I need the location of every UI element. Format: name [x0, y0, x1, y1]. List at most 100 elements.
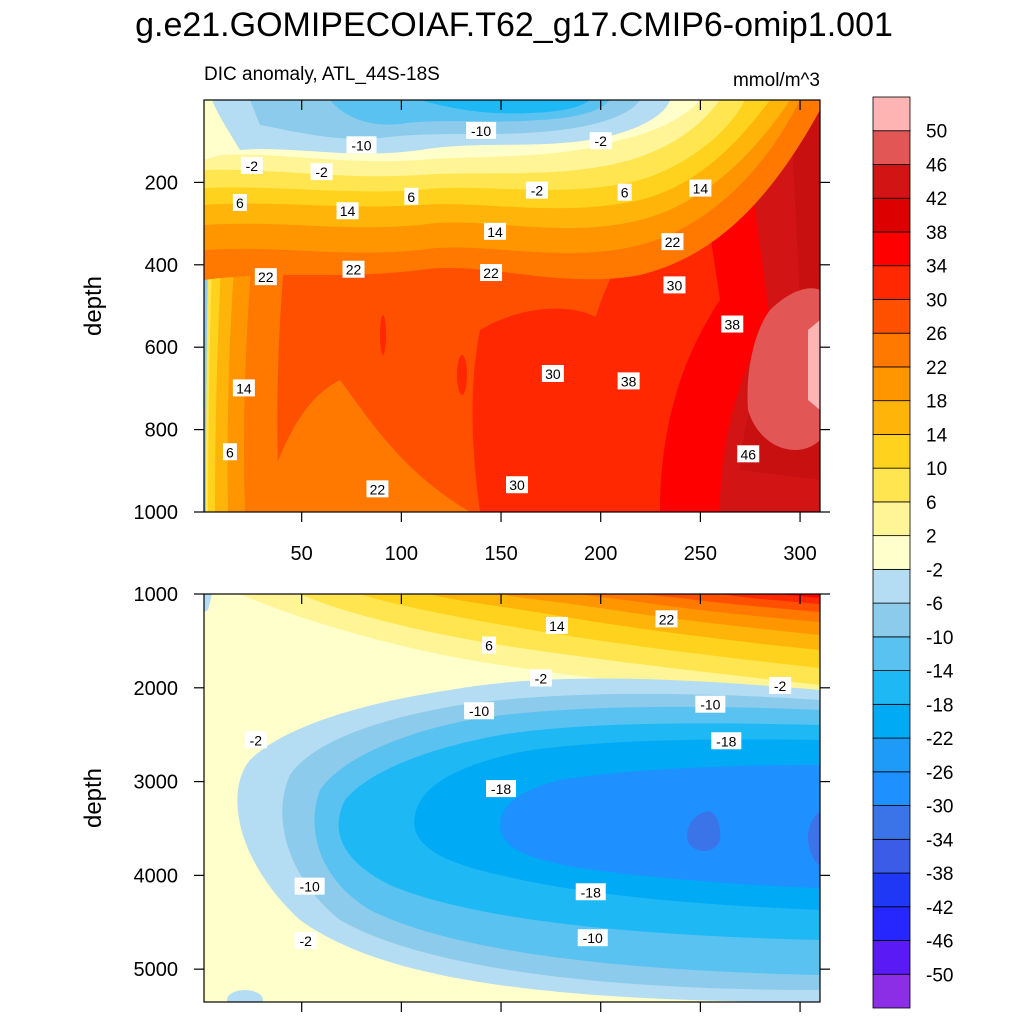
contour-label-text: -10: [471, 123, 491, 139]
lower-contour-labels: 14 22 6 -2 -2 -10 -10 -18 -18 -2 -10 -18 -10 -2: [244, 610, 792, 950]
contour-label-bg: [480, 264, 503, 282]
contour-label-bg: [232, 379, 255, 397]
panel-subtitle: DIC anomaly, ATL_44S-18S: [204, 64, 440, 85]
x-tick-label: 200: [584, 543, 617, 565]
contour-label-bg: [484, 222, 507, 240]
contour-label: 14: [336, 202, 359, 220]
colorbar-label: 30: [926, 290, 947, 311]
colorbar-swatch: [872, 501, 911, 537]
contour-label-text: 30: [667, 277, 683, 293]
contour-label-bg: [695, 695, 726, 713]
y-tick-label: 5000: [134, 959, 179, 981]
contour-label-text: -10: [300, 879, 320, 895]
contour-label: -10: [464, 702, 495, 720]
upper-contour-labels: -10 -10 -2 -2 -2 -2 6 6 6 14 14 14 22 22 22 22 30 30 30 38 3…: [222, 121, 760, 498]
contour-label: 38: [721, 315, 744, 333]
x-tick-label: 150: [484, 543, 517, 565]
contour-label-bg: [525, 181, 548, 199]
contour-label-bg: [577, 929, 608, 947]
x-tick-label: 250: [684, 543, 717, 565]
contour-label-text: 6: [621, 185, 629, 201]
contour-label-text: 6: [236, 195, 244, 211]
colorbar-swatch: [872, 771, 911, 806]
contour-label: -10: [695, 695, 726, 713]
contour-label: 46: [737, 445, 760, 463]
contour-label-text: -2: [774, 678, 787, 694]
contour-label-text: 14: [693, 181, 709, 197]
colorbar: 50 46 42 38 34 30 26 22 18 14 10 6 2 -2 -6 -10 -14 -18 -22…: [872, 96, 954, 1009]
contour-label-bg: [222, 443, 237, 461]
lower-x-axis: [301, 594, 801, 1012]
colorbar-label: -6: [926, 594, 943, 615]
contour-label-text: -2: [299, 933, 312, 949]
colorbar-swatch: [872, 130, 911, 165]
contour-label-bg: [737, 445, 760, 463]
contour-label-text: 38: [724, 317, 740, 333]
contour-label-text: 14: [487, 224, 503, 240]
contour-label-text: -10: [469, 703, 489, 719]
contour-label: 14: [689, 179, 712, 197]
contour-label: -2: [529, 669, 552, 687]
y-tick-label: 4000: [134, 865, 179, 887]
contour-label-text: -18: [581, 884, 601, 900]
contour-label-text: 22: [665, 234, 681, 250]
contour-label-text: -10: [351, 137, 371, 153]
colorbar-label: 14: [926, 425, 948, 446]
contour-label-text: -2: [246, 158, 259, 174]
contour-label-bg: [294, 877, 325, 895]
contour-label: 30: [505, 476, 528, 494]
contour-label: 38: [617, 372, 640, 390]
colorbar-label: 38: [926, 223, 947, 244]
contour-label: -18: [575, 883, 606, 901]
contour-label: 6: [232, 194, 247, 211]
contour-label-text: 22: [659, 611, 675, 627]
contour-label-bg: [589, 132, 612, 150]
contour-label-bg: [342, 260, 365, 278]
units-label: mmol/m^3: [733, 70, 820, 91]
colorbar-swatch: [872, 805, 911, 840]
colorbar-label: -22: [926, 729, 953, 750]
contour-label-text: 6: [407, 189, 415, 205]
contour-label-text: -18: [716, 733, 736, 749]
contour-label: 22: [655, 610, 678, 628]
y-tick-label: 200: [145, 172, 178, 194]
contour-label-text: 14: [236, 380, 252, 396]
contour-label-bg: [404, 187, 419, 205]
contour-label-bg: [294, 932, 317, 950]
contour-label-text: 14: [549, 618, 565, 634]
lower-panel: 1000 2000 3000 4000 5000 depth 14 22 6 -2 -2 -10 -…: [80, 584, 830, 1012]
colorbar-swatch: [872, 737, 911, 773]
colorbar-swatch: [872, 568, 911, 604]
contour-label-bg: [711, 732, 742, 750]
contour-label-text: 38: [621, 373, 637, 389]
contour-label-bg: [541, 364, 564, 382]
contour-label-text: -10: [583, 930, 603, 946]
contour-label-text: 22: [258, 269, 274, 285]
colorbar-swatch: [872, 973, 911, 1009]
colorbar-swatch: [872, 636, 911, 671]
colorbar-label: -46: [926, 932, 953, 953]
contour-label: 22: [254, 268, 277, 286]
contour-label-text: 22: [483, 265, 499, 281]
colorbar-label: 22: [926, 358, 947, 379]
contour-label: -10: [466, 121, 497, 139]
colorbar-swatch: [872, 467, 911, 503]
colorbar-swatch: [872, 299, 911, 334]
contour-label-bg: [769, 676, 792, 694]
colorbar-swatch: [872, 197, 911, 233]
contour-label-bg: [336, 202, 359, 220]
contour-label: 22: [366, 480, 389, 498]
contour-label: 14: [484, 222, 507, 240]
y-tick-label: 3000: [134, 772, 179, 794]
colorbar-swatch: [872, 265, 911, 300]
contour-label: -18: [486, 780, 517, 798]
contour-label: -2: [525, 181, 548, 199]
colorbar-label: -42: [926, 898, 953, 919]
contour-label: -10: [294, 877, 325, 895]
contour-label: -10: [346, 136, 377, 154]
x-tick-label: 50: [291, 543, 313, 565]
contour-label-text: -10: [700, 697, 720, 713]
colorbar-swatch: [872, 434, 911, 469]
upper-y-axis-label: depth: [80, 276, 107, 336]
lower-y-axis: 1000 2000 3000 4000 5000: [134, 584, 830, 981]
